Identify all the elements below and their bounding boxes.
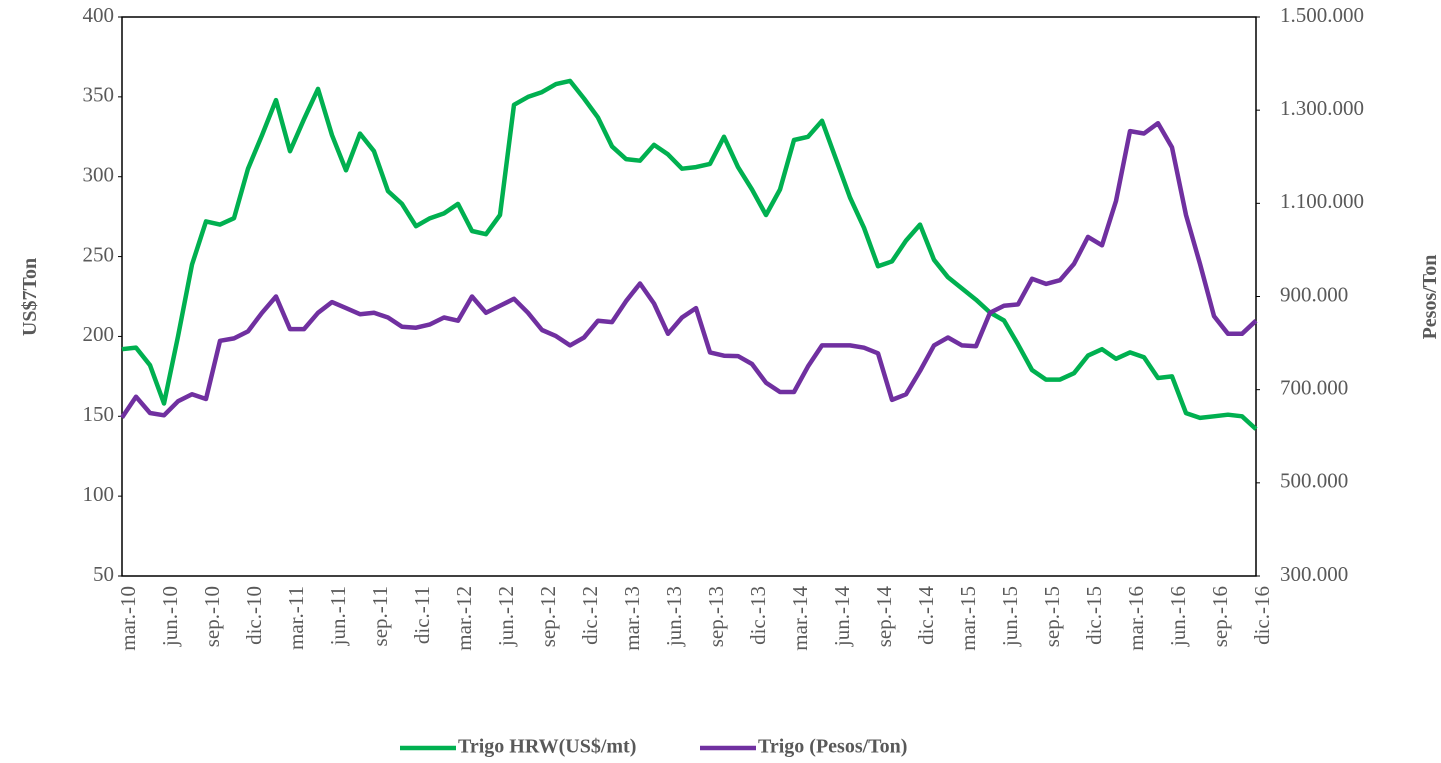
x-tick-label: jun.-10 <box>158 586 182 647</box>
x-tick-label: sep.-16 <box>1208 586 1232 647</box>
x-tick-label: jun.-15 <box>998 586 1022 647</box>
y-tick-label: 100 <box>83 482 115 506</box>
y2-tick-label: 500.000 <box>1280 469 1348 493</box>
x-tick-label: sep.-13 <box>704 586 728 647</box>
x-tick-label: dic.-13 <box>746 586 770 645</box>
legend-label: Trigo (Pesos/Ton) <box>758 736 907 758</box>
x-tick-label: mar.-13 <box>620 586 644 651</box>
x-tick-label: mar.-11 <box>284 586 308 650</box>
y2-tick-label: 1.500.000 <box>1280 3 1364 27</box>
x-tick-label: sep.-10 <box>200 586 224 647</box>
y-tick-label: 350 <box>83 83 115 107</box>
x-tick-label: dic.-14 <box>914 586 938 645</box>
x-tick-label: sep.-15 <box>1040 586 1064 647</box>
x-tick-label: dic.-15 <box>1082 586 1106 645</box>
page: {"chart_data": {"type": "line", "y_label… <box>0 0 1441 763</box>
y-axis-title: US$7Ton <box>19 258 41 336</box>
x-tick-label: jun.-11 <box>326 586 350 646</box>
series-line <box>122 81 1256 429</box>
x-tick-label: mar.-14 <box>788 586 812 651</box>
y2-axis-title: Pesos/Ton <box>1419 255 1441 340</box>
x-tick-label: dic.-16 <box>1250 586 1274 645</box>
y-tick-label: 200 <box>83 322 115 346</box>
y2-tick-label: 900.000 <box>1280 282 1348 306</box>
x-tick-label: mar.-12 <box>452 586 476 651</box>
y-tick-label: 300 <box>83 163 115 187</box>
chart: US$7Ton Pesos/Ton 50 100 150 200 250 300 350 40… <box>0 0 1441 763</box>
y-tick-label: 150 <box>83 402 115 426</box>
plot-frame <box>122 17 1256 576</box>
x-tick-label: mar.-10 <box>116 586 140 651</box>
x-tick-label: jun.-14 <box>830 586 854 648</box>
y2-tick-label: 700.000 <box>1280 375 1348 399</box>
y-tick-label: 250 <box>83 242 115 266</box>
x-tick-label: jun.-16 <box>1166 586 1190 647</box>
x-tick-label: dic.-10 <box>242 586 266 645</box>
y2-tick-label: 300.000 <box>1280 562 1348 586</box>
x-tick-label: dic.-12 <box>578 586 602 645</box>
y-tick-label: 50 <box>93 562 114 586</box>
x-tick-label: mar.-16 <box>1124 586 1148 651</box>
x-tick-label: jun.-13 <box>662 586 686 647</box>
x-tick-label: sep.-11 <box>368 586 392 646</box>
legend-label: Trigo HRW(US$/mt) <box>458 736 636 758</box>
x-tick-label: mar.-15 <box>956 586 980 651</box>
y2-tick-label: 1.300.000 <box>1280 96 1364 120</box>
y2-tick-label: 1.100.000 <box>1280 189 1364 213</box>
y-tick-label: 400 <box>83 3 115 27</box>
x-tick-label: jun.-12 <box>494 586 518 647</box>
x-tick-label: sep.-12 <box>536 586 560 647</box>
x-tick-label: dic.-11 <box>410 586 434 644</box>
x-tick-label: sep.-14 <box>872 586 896 648</box>
